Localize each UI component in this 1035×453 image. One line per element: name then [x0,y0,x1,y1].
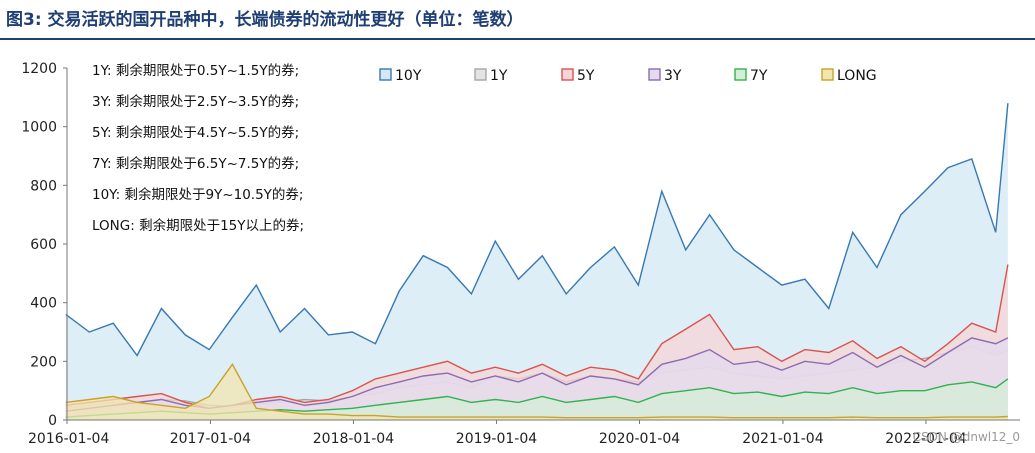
series-area-long [65,364,1008,420]
y-tick-label: 800 [30,178,57,194]
legend-label-7y: 7Y [750,68,768,84]
legend-swatch-long [821,68,834,81]
x-tick-label: 2021-01-04 [742,431,823,447]
y-tick-label: 400 [30,296,57,312]
x-tick-label: 2019-01-04 [456,431,537,447]
note-5y: 5Y: 剩余期限处于4.5Y~5.5Y的券; [92,124,299,141]
x-tick-label: 2017-01-04 [170,431,251,447]
x-tick-label: 2016-01-04 [28,431,109,447]
series-layer [65,103,1009,420]
note-1y: 1Y: 剩余期限处于0.5Y~1.5Y的券; [92,62,299,79]
x-tick-label: 2022-01-04 [885,431,966,447]
y-tick-label: 1200 [21,61,57,77]
legend-label-10y: 10Y [395,68,422,84]
note-long: LONG: 剩余期限处于15Y以上的券; [92,217,304,234]
y-tick-label: 600 [30,237,57,253]
note-7y: 7Y: 剩余期限处于6.5Y~7.5Y的券; [92,155,299,172]
legend-swatch-5y [561,68,574,81]
legend-label-5y: 5Y [577,68,595,84]
watermark: CSDN @dnwl12_0 [913,430,1020,444]
legend-label-long: LONG [837,68,877,84]
y-tick-label: 0 [48,413,57,429]
note-10y: 10Y: 剩余期限处于9Y~10.5Y的券; [92,186,303,203]
x-tick-label: 2018-01-04 [313,431,394,447]
legend-label-1y: 1Y [490,68,508,84]
series-line-10y [65,103,1009,357]
axis-layer: 0 200 400 600 800 1000 1200 2016-01-04 2017-01-0… [21,61,1020,447]
title-divider [0,38,1035,40]
legend-swatch-3y [648,68,661,81]
legend-swatch-1y [474,68,487,81]
legend-swatch-10y [379,68,392,81]
legend-label-3y: 3Y [664,68,682,84]
chart-title: 图3: 交易活跃的国开品种中，长端债券的流动性更好（单位：笔数） [6,10,524,30]
note-3y: 3Y: 剩余期限处于2.5Y~3.5Y的券; [92,93,299,110]
series-line-long [65,362,1008,419]
x-tick-label: 2020-01-04 [599,431,680,447]
series-area-7y [65,378,1008,420]
legend-swatch-7y [734,68,747,81]
legend: 10Y 1Y 5Y 3Y 7Y LONG [379,68,877,84]
notes-box: 1Y: 剩余期限处于0.5Y~1.5Y的券; 3Y: 剩余期限处于2.5Y~3.… [92,62,304,234]
y-tick-label: 1000 [21,120,57,136]
y-tick-label: 200 [30,354,57,370]
